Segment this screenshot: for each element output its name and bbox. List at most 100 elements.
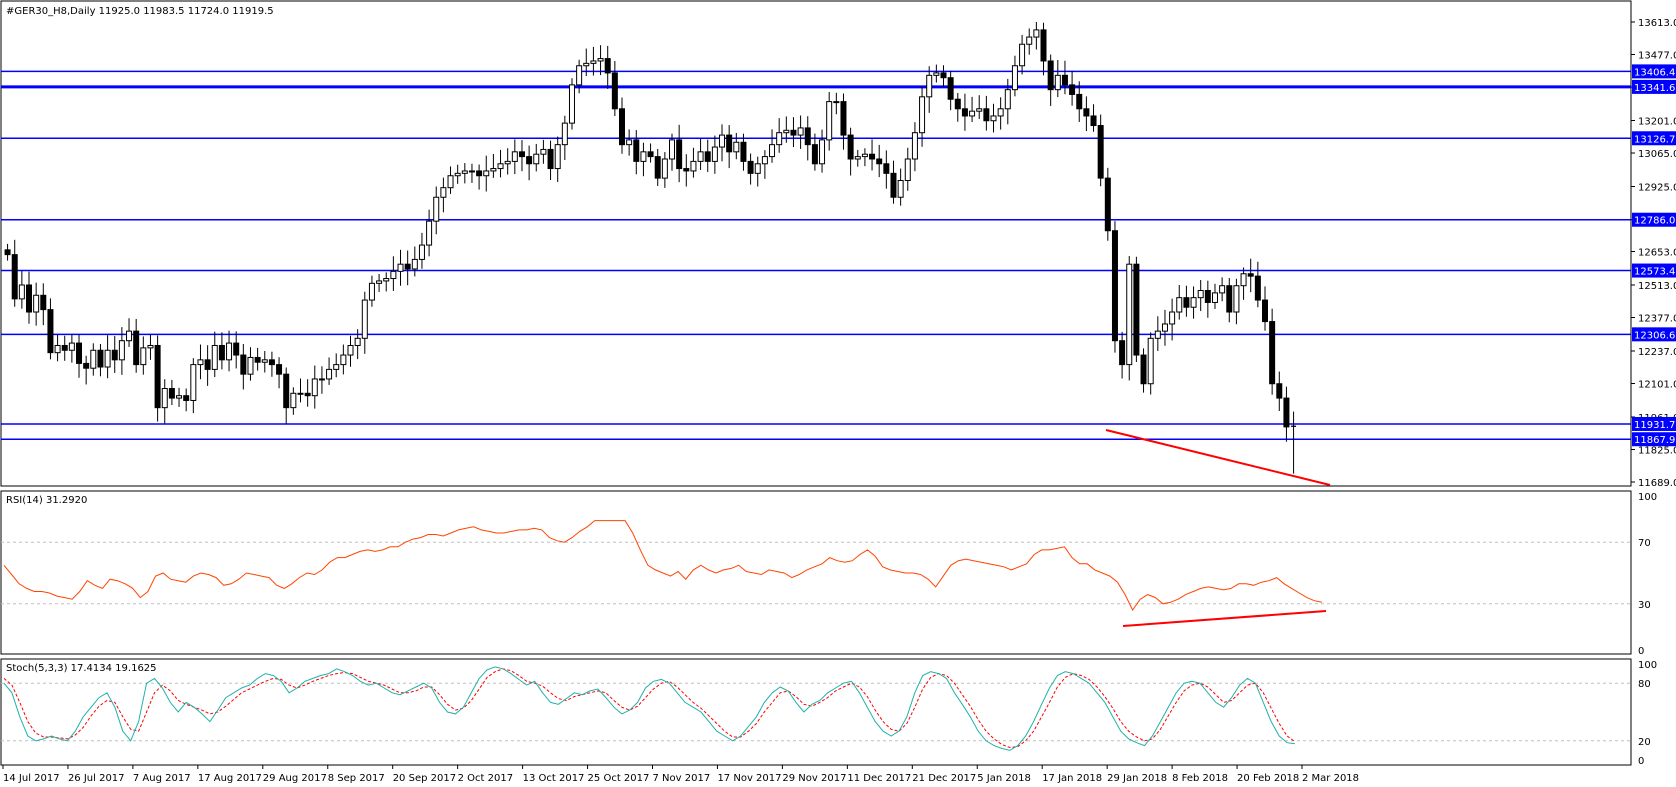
candle-bear: [1090, 115, 1097, 127]
candle-bear: [4, 249, 11, 256]
level-label-text: 13406.4: [1634, 67, 1675, 78]
candle-bear: [1111, 230, 1118, 342]
candle-bull: [497, 163, 504, 170]
candle-bull: [368, 282, 375, 301]
time-tick-label: 13 Oct 2017: [523, 773, 585, 784]
candle-bear: [1247, 273, 1254, 277]
candle-bull: [861, 153, 868, 158]
candle-bear: [1254, 275, 1261, 301]
candle-bear: [654, 156, 661, 179]
candle-bull: [554, 144, 561, 170]
candle-bull: [468, 170, 475, 173]
candle-bull: [904, 158, 911, 182]
time-tick-label: 2 Oct 2017: [458, 773, 513, 784]
candle-bear: [283, 373, 290, 409]
candle-bull: [1054, 74, 1061, 91]
level-label-text: 11931.7: [1634, 420, 1675, 431]
candle-bull: [176, 395, 183, 399]
candle-bull: [511, 151, 518, 162]
candle-bear: [961, 108, 968, 117]
candle-bear: [1069, 84, 1076, 95]
candle-bull: [583, 62, 590, 67]
price-tick-label: 11689.0: [1638, 478, 1676, 489]
candle-bear: [676, 139, 683, 170]
candle-bear: [111, 349, 118, 361]
rsi-tick-label: 100: [1638, 492, 1657, 503]
candle-bull: [1004, 89, 1011, 110]
level-label-box: [1632, 432, 1676, 447]
time-tick-label: 25 Oct 2017: [588, 773, 650, 784]
candle-bear: [47, 309, 54, 354]
stoch-tick-label: 20: [1638, 737, 1651, 748]
price-tick-label: 12513.0: [1638, 281, 1676, 292]
candle-bear: [204, 359, 211, 370]
time-tick-label: 5 Jan 2018: [977, 773, 1031, 784]
candle-bear: [740, 141, 747, 162]
rsi-tick-label: 70: [1638, 538, 1651, 549]
time-tick-label: 21 Dec 2017: [912, 773, 976, 784]
candle-bear: [154, 344, 161, 409]
time-tick-label: 20 Sep 2017: [393, 773, 456, 784]
candle-bear: [847, 134, 854, 160]
candle-bear: [704, 151, 711, 162]
candle-bull: [247, 356, 254, 375]
time-tick-label: 29 Jan 2018: [1107, 773, 1167, 784]
candle-bull: [561, 122, 568, 146]
candle-bull: [197, 359, 204, 366]
candle-bull: [1019, 43, 1026, 67]
candle-bull: [697, 151, 704, 162]
rsi-tick-label: 0: [1638, 646, 1644, 657]
candle-bear: [869, 153, 876, 160]
stoch-tick-label: 0: [1638, 756, 1644, 767]
candle-bull: [33, 294, 40, 313]
candle-bull: [919, 96, 926, 134]
candle-bear: [1226, 285, 1233, 313]
time-tick-label: 29 Nov 2017: [782, 773, 846, 784]
candle-bear: [133, 330, 140, 366]
price-panel-header: #GER30_H8,Daily 11925.0 11983.5 11724.0 …: [6, 6, 274, 17]
candle-bull: [1033, 29, 1040, 38]
candle-bear: [1061, 74, 1068, 86]
candle-bull: [690, 160, 697, 172]
time-tick-label: 14 Jul 2017: [3, 773, 60, 784]
candle-bear: [1204, 289, 1211, 303]
candle-bear: [233, 342, 240, 356]
level-label-box: [1632, 79, 1676, 94]
candle-bull: [54, 344, 61, 354]
candle-bull: [483, 170, 490, 177]
candle-bear: [83, 362, 90, 369]
rsi-levels: 100 70 30 0: [1, 492, 1657, 657]
candle-bear: [97, 349, 104, 368]
candle-bear: [954, 98, 961, 110]
price-trendline: [1105, 429, 1331, 486]
candle-bear: [726, 134, 733, 153]
candle-bull: [447, 175, 454, 189]
candle-bull: [1169, 311, 1176, 325]
candle-bull: [719, 134, 726, 148]
candle-bull: [761, 156, 768, 165]
candle-bear: [633, 139, 640, 162]
candle-bear: [304, 392, 311, 397]
candle-bear: [518, 151, 525, 158]
time-tick-label: 7 Aug 2017: [133, 773, 191, 784]
time-tick-label: 11 Dec 2017: [847, 773, 911, 784]
candle-bear: [1140, 354, 1147, 385]
candle-bull: [669, 139, 676, 160]
candle-bull: [418, 244, 425, 260]
candle-bear: [61, 344, 68, 351]
candle-bull: [1011, 65, 1018, 91]
level-label-text: 12786.0: [1634, 216, 1675, 227]
candle-bear: [11, 254, 18, 300]
candle-bull: [969, 110, 976, 117]
candle-bull: [118, 340, 125, 361]
level-label-box: [1632, 64, 1676, 79]
candle-bear: [683, 168, 690, 172]
time-tick-label: 17 Aug 2017: [198, 773, 262, 784]
candle-bull: [383, 278, 390, 282]
price-level-labels: 13406.4 13341.6 13126.7 12786.0 12573.4 12306…: [1632, 64, 1676, 447]
candle-bear: [1283, 397, 1290, 428]
candle-bear: [268, 359, 275, 366]
candle-bull: [347, 344, 354, 356]
time-tick-label: 2 Mar 2018: [1302, 773, 1359, 784]
